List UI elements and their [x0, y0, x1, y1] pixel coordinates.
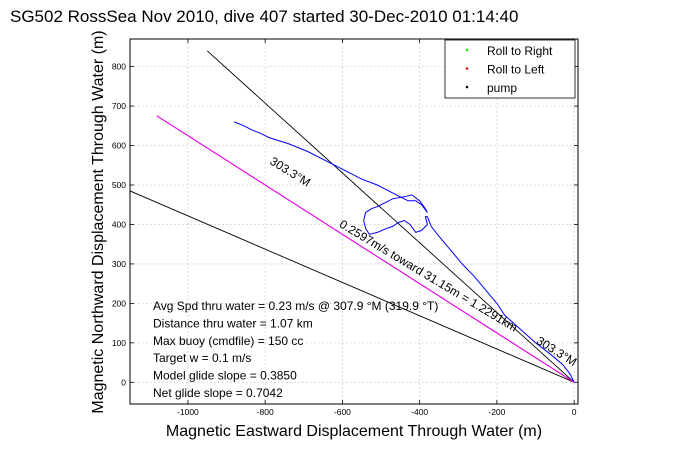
- stats-annotation-5: Net glide slope = 0.7042: [153, 386, 283, 400]
- y-tick-label: 800: [112, 62, 126, 72]
- stats-annotation-4: Model glide slope = 0.3850: [153, 369, 297, 383]
- y-tick-label: 400: [112, 219, 126, 229]
- legend-marker-0: [465, 48, 469, 52]
- legend: Roll to Right Roll to Left pump: [444, 39, 576, 99]
- reference-line-0: [129, 190, 575, 383]
- legend-marker-2: [465, 85, 469, 89]
- plot-frame: [129, 38, 579, 405]
- x-tick-label: -800: [257, 407, 274, 417]
- legend-label-1: Roll to Left: [487, 63, 545, 77]
- y-tick-label: 100: [112, 338, 126, 348]
- annotations: Avg Spd thru water = 0.23 m/s @ 307.9 °M…: [153, 299, 438, 400]
- y-tick-label: 500: [112, 180, 126, 190]
- legend-label-0: Roll to Right: [487, 44, 553, 58]
- track-series: [156, 115, 575, 383]
- stats-annotation-1: Distance thru water = 1.07 km: [153, 316, 313, 330]
- chart-title: SG502 RossSea Nov 2010, dive 407 started…: [10, 7, 518, 26]
- x-axis-label: Magnetic Eastward Displacement Through W…: [166, 423, 542, 440]
- y-tick-label: 300: [112, 259, 126, 269]
- y-tick-label: 700: [112, 101, 126, 111]
- legend-marker-1: [465, 67, 469, 70]
- x-tick-label: -1000: [177, 407, 199, 417]
- legend-label-2: pump: [487, 81, 517, 95]
- x-tick-label: -200: [488, 407, 505, 417]
- series-line-1: [156, 115, 575, 383]
- series-line-0: [234, 121, 575, 383]
- reference-line-1: [206, 50, 575, 383]
- stats-annotation-2: Max buoy (cmdfile) = 150 cc: [153, 334, 303, 348]
- ticks: -1000 -800 -600 -400 -200 0 0 100 200 300 400 500 60…: [112, 39, 578, 417]
- y-axis-label: Magnetic Northward Displacement Through …: [90, 30, 107, 413]
- x-tick-label: 0: [572, 407, 577, 417]
- x-tick-label: -600: [334, 407, 351, 417]
- x-tick-label: -400: [411, 407, 428, 417]
- y-tick-label: 200: [112, 298, 126, 308]
- stats-annotation-0: Avg Spd thru water = 0.23 m/s @ 307.9 °M…: [153, 299, 438, 313]
- y-tick-label: 0: [121, 377, 126, 387]
- y-tick-label: 600: [112, 141, 126, 151]
- stats-annotation-3: Target w = 0.1 m/s: [153, 351, 251, 365]
